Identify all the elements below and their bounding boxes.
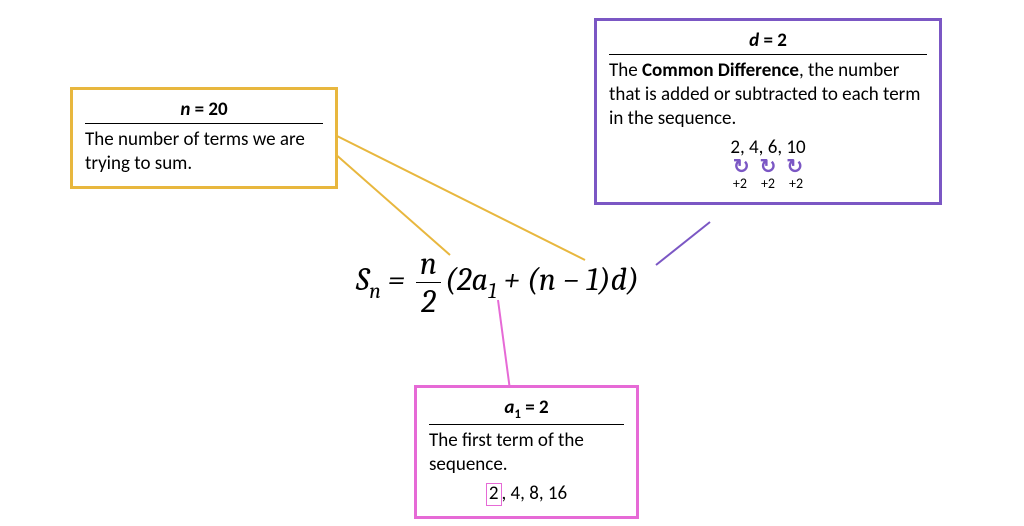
d-arrows: ↻ ↻ ↻ [609,157,927,177]
formula-S-sub: n [369,279,381,304]
callout-a1: a1 = 2 The first term of the sequence. 2… [414,385,639,519]
d-var: d [749,29,759,52]
d-text-pre: The [609,59,642,82]
delta-label: +2 [733,175,747,192]
callout-a1-title: a1 = 2 [429,396,624,425]
callout-n-title: n = 20 [85,98,323,124]
line-n-to-n2 [325,130,585,260]
callout-d-text: The Common Difference, the number that i… [609,59,927,130]
callout-a1-text: The first term of the sequence. [429,429,624,477]
a-sub: 1 [514,407,521,422]
line-d-to-d [656,222,710,265]
formula-minus: − 1) [556,261,611,298]
formula-fraction: n2 [416,245,441,320]
delta-label: +2 [789,175,803,192]
delta-label: +2 [761,175,775,192]
line-n-to-frac [325,145,450,255]
d-deltas: +2 +2 +2 [609,175,927,192]
a-var: a [504,396,514,419]
arrow-icon: ↻ [733,157,750,177]
callout-n-text: The number of terms we are trying to sum… [85,128,323,176]
formula-a: a [472,261,488,298]
d-eq: = [759,29,777,52]
arrow-icon: ↻ [786,157,803,177]
frac-den: 2 [416,282,441,320]
n-var: n [180,98,190,121]
n-eq: = [190,98,208,121]
formula-S: S [356,261,369,298]
formula-open: (2 [445,261,472,298]
formula-close: ) [627,261,639,298]
main-formula: Sn = n2(2a1 + (n − 1)d) [356,245,639,320]
formula-eq: = [381,261,412,298]
callout-d-title: d = 2 [609,29,927,55]
formula-d: d [611,261,627,298]
a-val: 2 [539,396,549,419]
callout-n: n = 20 The number of terms we are trying… [70,87,338,189]
n-val: 20 [208,98,227,121]
diagram-canvas: Sn = n2(2a1 + (n − 1)d) n = 20 The numbe… [0,0,1024,526]
a1-sequence: 2, 4, 8, 16 [429,482,624,506]
arrow-icon: ↻ [760,157,777,177]
formula-plus: + ( [497,261,539,298]
a-eq: = [521,396,539,419]
frac-num: n [416,245,441,282]
first-term-box: 2 [486,483,502,506]
formula-a-sub: 1 [488,279,497,304]
a1-seq-rest: , 4, 8, 16 [502,482,568,505]
d-val: 2 [777,29,787,52]
d-text-bold: Common Difference [642,59,799,82]
callout-d: d = 2 The Common Difference, the number … [594,18,942,205]
formula-n2: n [539,261,556,298]
